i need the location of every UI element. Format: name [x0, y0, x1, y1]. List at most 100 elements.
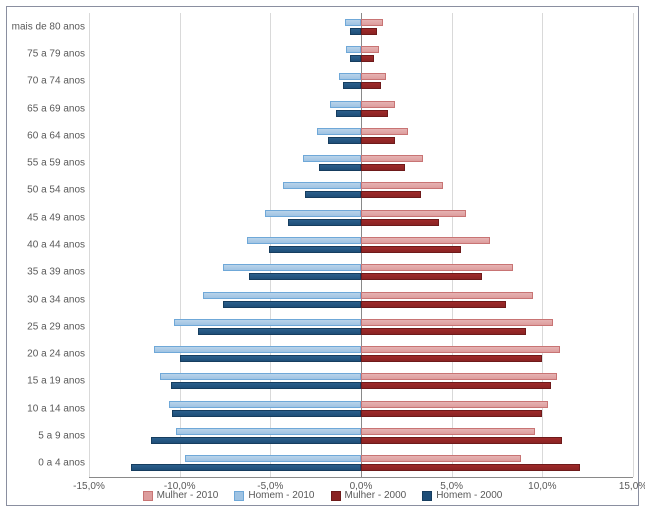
legend-item: Homem - 2010: [234, 490, 314, 501]
y-tick-label: 20 a 24 anos: [7, 349, 85, 360]
age-row: [89, 231, 633, 258]
bar-homem_2010: [185, 455, 361, 462]
bar-mulher_2010: [361, 401, 548, 408]
legend: Mulher - 2010 Homem - 2010 Mulher - 2000 Ho…: [7, 490, 638, 501]
bar-mulher_2000: [361, 219, 439, 226]
bar-mulher_2010: [361, 73, 386, 80]
age-row: [89, 68, 633, 95]
bar-homem_2000: [180, 355, 361, 362]
bar-mulher_2010: [361, 346, 560, 353]
bar-homem_2000: [336, 110, 361, 117]
bar-mulher_2010: [361, 155, 423, 162]
plot-area: [89, 13, 633, 478]
bar-homem_2010: [169, 401, 361, 408]
bar-homem_2000: [131, 464, 361, 471]
bar-mulher_2000: [361, 437, 562, 444]
bar-homem_2000: [328, 137, 361, 144]
bar-homem_2010: [345, 19, 361, 26]
bar-mulher_2000: [361, 110, 388, 117]
bar-mulher_2010: [361, 128, 408, 135]
y-tick-label: 55 a 59 anos: [7, 158, 85, 169]
bar-mulher_2010: [361, 101, 395, 108]
bar-homem_2010: [330, 101, 361, 108]
bar-mulher_2010: [361, 19, 383, 26]
legend-label: Mulher - 2010: [157, 490, 219, 501]
bar-mulher_2000: [361, 464, 580, 471]
bar-mulher_2000: [361, 273, 482, 280]
bar-mulher_2000: [361, 137, 395, 144]
age-row: [89, 122, 633, 149]
bar-mulher_2010: [361, 237, 490, 244]
bar-homem_2000: [350, 28, 361, 35]
bar-mulher_2010: [361, 264, 513, 271]
bar-mulher_2000: [361, 191, 421, 198]
bar-mulher_2010: [361, 292, 533, 299]
bar-homem_2010: [160, 373, 361, 380]
y-tick-label: 60 a 64 anos: [7, 130, 85, 141]
y-tick-label: 0 a 4 anos: [7, 458, 85, 469]
age-row: [89, 422, 633, 449]
y-tick-label: 70 a 74 anos: [7, 76, 85, 87]
bar-homem_2000: [305, 191, 361, 198]
bar-homem_2000: [288, 219, 361, 226]
y-tick-label: 50 a 54 anos: [7, 185, 85, 196]
age-row: [89, 204, 633, 231]
bar-mulher_2000: [361, 164, 405, 171]
bar-homem_2000: [350, 55, 361, 62]
bar-mulher_2000: [361, 55, 374, 62]
y-tick-label: 15 a 19 anos: [7, 376, 85, 387]
legend-label: Homem - 2010: [248, 490, 314, 501]
bar-homem_2010: [223, 264, 361, 271]
legend-swatch: [143, 491, 153, 501]
age-row: [89, 368, 633, 395]
y-tick-label: mais de 80 anos: [7, 21, 85, 32]
age-row: [89, 450, 633, 477]
bar-mulher_2010: [361, 428, 535, 435]
bar-homem_2010: [247, 237, 361, 244]
bar-homem_2000: [319, 164, 361, 171]
y-tick-label: 25 a 29 anos: [7, 321, 85, 332]
bar-homem_2010: [176, 428, 361, 435]
bar-homem_2010: [174, 319, 361, 326]
y-tick-label: 75 a 79 anos: [7, 48, 85, 59]
age-row: [89, 395, 633, 422]
y-tick-label: 10 a 14 anos: [7, 403, 85, 414]
bar-homem_2000: [151, 437, 361, 444]
bar-mulher_2000: [361, 355, 542, 362]
legend-swatch: [331, 491, 341, 501]
bar-mulher_2000: [361, 82, 381, 89]
age-row: [89, 149, 633, 176]
bar-mulher_2010: [361, 210, 466, 217]
legend-swatch: [422, 491, 432, 501]
bar-mulher_2010: [361, 455, 521, 462]
bar-homem_2010: [203, 292, 361, 299]
bar-homem_2000: [343, 82, 361, 89]
bar-mulher_2010: [361, 319, 553, 326]
age-row: [89, 13, 633, 40]
age-row: [89, 40, 633, 67]
age-row: [89, 313, 633, 340]
bar-homem_2010: [339, 73, 361, 80]
y-tick-label: 30 a 34 anos: [7, 294, 85, 305]
age-row: [89, 286, 633, 313]
age-row: [89, 177, 633, 204]
bar-mulher_2010: [361, 46, 379, 53]
age-row: [89, 341, 633, 368]
bar-homem_2010: [317, 128, 361, 135]
y-tick-label: 65 a 69 anos: [7, 103, 85, 114]
legend-label: Mulher - 2000: [345, 490, 407, 501]
bar-mulher_2010: [361, 182, 443, 189]
bar-homem_2010: [346, 46, 361, 53]
y-tick-label: 45 a 49 anos: [7, 212, 85, 223]
age-row: [89, 259, 633, 286]
bar-homem_2010: [303, 155, 361, 162]
legend-item: Homem - 2000: [422, 490, 502, 501]
y-tick-label: 5 a 9 anos: [7, 431, 85, 442]
bar-homem_2010: [265, 210, 361, 217]
bar-homem_2000: [172, 410, 361, 417]
legend-label: Homem - 2000: [436, 490, 502, 501]
bar-homem_2000: [249, 273, 361, 280]
bar-mulher_2000: [361, 382, 551, 389]
y-tick-label: 35 a 39 anos: [7, 267, 85, 278]
legend-item: Mulher - 2010: [143, 490, 219, 501]
